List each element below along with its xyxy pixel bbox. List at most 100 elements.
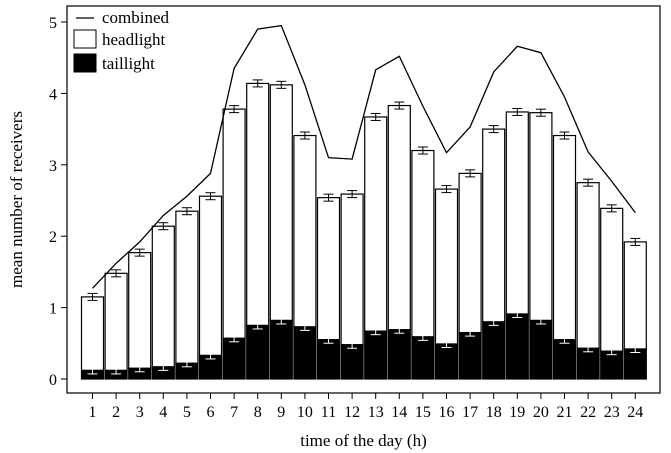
x-tick-label-22: 22 <box>580 404 596 421</box>
headlight-bar-21 <box>552 134 577 341</box>
taillight-error-bar-17 <box>465 328 476 337</box>
error-bars <box>87 79 641 375</box>
x-tick-label-20: 20 <box>533 404 549 421</box>
y-axis-label: mean number of receivers <box>7 111 26 288</box>
taillight-bar-19 <box>505 313 529 380</box>
taillight-error-bar-2 <box>111 366 122 375</box>
headlight-error-bar-15 <box>417 146 428 155</box>
headlight-error-bar-14 <box>394 101 405 110</box>
taillight-error-bar-21 <box>559 335 570 344</box>
taillight-bar-23 <box>600 350 624 380</box>
headlight-error-bar-10 <box>299 131 310 140</box>
headlight-error-bar-1 <box>87 292 98 301</box>
headlight-bar-15 <box>411 149 435 338</box>
taillight-error-bar-11 <box>323 335 334 344</box>
y-tick-label-0: 0 <box>49 372 57 389</box>
headlight-bar-16 <box>434 188 459 345</box>
combined-series-line <box>92 24 636 289</box>
headlight-bar-6 <box>198 195 223 357</box>
headlight-error-bar-2 <box>111 269 122 278</box>
headlight-error-bar-17 <box>465 169 476 178</box>
headlight-bar-17 <box>458 172 482 334</box>
taillight-bar-11 <box>316 339 341 380</box>
headlight-error-bar-9 <box>276 80 287 89</box>
headlight-bar-12 <box>340 193 364 346</box>
x-tick-label-17: 17 <box>462 404 478 421</box>
taillight-error-bar-18 <box>488 317 499 326</box>
y-tick-label-2: 2 <box>49 229 57 246</box>
x-axis: 1 2 3 4 5 6 7 8 9 10 11 12 13 14 15 16 17 18 19 20 21 22 23 24 <box>89 393 643 421</box>
taillight-error-bar-15 <box>417 332 428 341</box>
taillight-bar-20 <box>529 319 553 380</box>
bars <box>80 82 647 380</box>
headlight-error-bar-16 <box>441 185 452 194</box>
headlight-bar-18 <box>482 128 506 323</box>
headlight-bar-14 <box>387 104 411 331</box>
taillight-bar-17 <box>458 331 482 380</box>
headlight-bar-11 <box>316 197 341 341</box>
x-tick-label-11: 11 <box>321 404 336 421</box>
headlight-bar-22 <box>576 182 600 349</box>
taillight-error-bar-20 <box>535 316 546 325</box>
x-tick-label-12: 12 <box>344 404 360 421</box>
headlight-bar-3 <box>128 252 152 369</box>
x-tick-label-10: 10 <box>297 404 313 421</box>
headlight-error-bar-12 <box>347 190 358 199</box>
headlight-bar-10 <box>293 134 317 328</box>
taillight-error-bar-9 <box>276 316 287 325</box>
headlight-error-bar-7 <box>229 105 240 114</box>
x-tick-label-8: 8 <box>254 404 262 421</box>
plot-frame <box>66 5 661 394</box>
taillight-error-bar-12 <box>347 340 358 349</box>
x-tick-label-6: 6 <box>207 404 215 421</box>
taillight-bar-15 <box>411 336 435 380</box>
x-tick-label-7: 7 <box>230 404 238 421</box>
headlight-error-bar-24 <box>630 237 641 246</box>
legend-combined-label: combined <box>102 8 170 27</box>
x-tick-label-24: 24 <box>627 404 643 421</box>
headlight-bar-7 <box>222 108 246 339</box>
taillight-bar-24 <box>623 348 647 380</box>
taillight-bar-22 <box>576 347 600 380</box>
taillight-error-bar-4 <box>158 362 169 371</box>
plot-area <box>66 5 661 394</box>
taillight-error-bar-7 <box>229 334 240 343</box>
headlight-error-bar-22 <box>583 178 594 187</box>
headlight-error-bar-18 <box>488 125 499 134</box>
taillight-error-bar-19 <box>512 310 523 319</box>
headlight-error-bar-8 <box>252 79 263 88</box>
x-tick-label-16: 16 <box>439 404 455 421</box>
taillight-bar-7 <box>222 337 246 380</box>
headlight-bar-1 <box>80 296 105 372</box>
taillight-bar-21 <box>552 339 577 380</box>
headlight-error-bar-23 <box>606 204 617 213</box>
legend-taillight-swatch <box>73 53 97 73</box>
x-tick-label-14: 14 <box>391 404 407 421</box>
headlight-error-bar-3 <box>134 248 145 257</box>
taillight-bar-12 <box>340 344 364 380</box>
headlight-error-bar-19 <box>512 107 523 116</box>
headlight-bar-24 <box>623 241 647 350</box>
x-axis-label: time of the day (h) <box>300 431 427 450</box>
x-tick-label-15: 15 <box>415 404 431 421</box>
headlight-bar-8 <box>246 82 270 327</box>
x-tick-label-1: 1 <box>89 404 97 421</box>
headlight-error-bar-21 <box>559 131 570 140</box>
y-tick-label-3: 3 <box>49 158 57 175</box>
legend-taillight-label: taillight <box>102 54 155 73</box>
x-tick-label-9: 9 <box>277 404 285 421</box>
x-tick-label-19: 19 <box>509 404 525 421</box>
taillight-error-bar-23 <box>606 347 617 356</box>
legend: combined headlight taillight <box>73 8 170 73</box>
taillight-bar-8 <box>246 324 270 380</box>
taillight-bar-10 <box>293 326 317 380</box>
headlight-bar-9 <box>269 84 293 322</box>
taillight-error-bar-8 <box>252 321 263 330</box>
headlight-error-bar-6 <box>205 192 216 201</box>
taillight-bar-14 <box>387 329 411 380</box>
taillight-bar-9 <box>269 319 293 380</box>
taillight-error-bar-5 <box>181 359 192 368</box>
taillight-error-bar-6 <box>205 351 216 360</box>
headlight-error-bar-4 <box>158 222 169 231</box>
